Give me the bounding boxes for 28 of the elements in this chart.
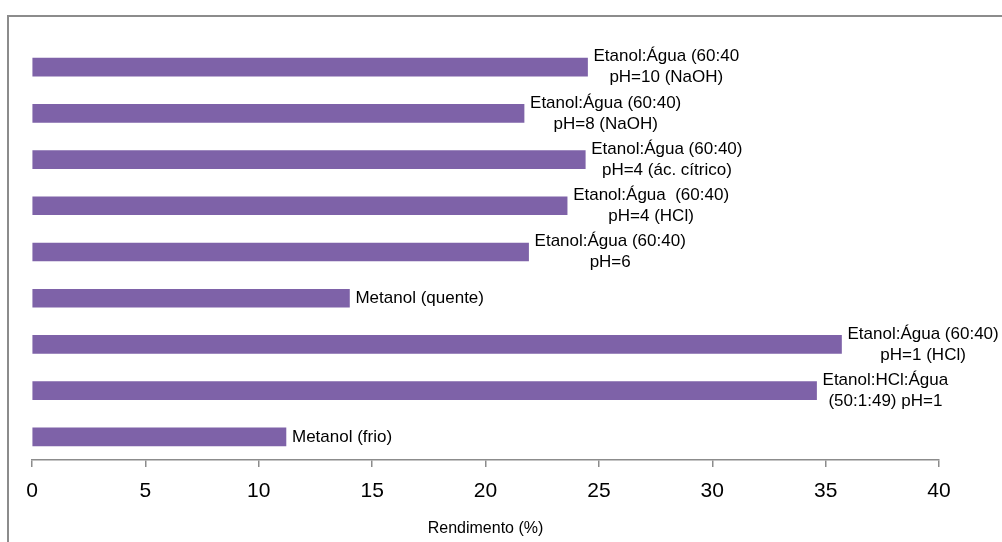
x-tick-label: 35 xyxy=(813,478,838,502)
x-tick-label: 10 xyxy=(247,478,271,502)
bar xyxy=(32,57,588,77)
x-tick-label: 20 xyxy=(473,478,498,502)
y-tick-label: Etanol:Água (60:40) pH=4 (ác. cítrico) xyxy=(591,138,743,179)
y-tick-label: Etanol:Água (60:40) pH=6 xyxy=(534,231,686,272)
y-tick-label: Metanol (frio) xyxy=(291,426,393,446)
y-tick-label: Etanol:Água (60:40) pH=8 (NaOH) xyxy=(530,92,682,133)
y-tick-label: Metanol (quente) xyxy=(355,287,484,307)
y-tick-label: Etanol:Água (60:40) pH=1 (HCl) xyxy=(847,323,999,364)
y-tick-label: Etanol:Água (60:40) pH=4 (HCl) xyxy=(573,184,730,225)
x-tick-label: 5 xyxy=(139,478,152,502)
y-tick-label: Etanol:Água (60:40 pH=10 (NaOH) xyxy=(593,46,740,87)
bar xyxy=(32,242,529,262)
bar xyxy=(32,196,568,216)
bar xyxy=(32,150,586,169)
x-tick-label: 25 xyxy=(587,478,611,502)
bar xyxy=(32,104,525,123)
y-tick-label: Etanol:HCl:Água (50:1:49) pH=1 xyxy=(822,369,949,410)
x-tick-label: 15 xyxy=(360,478,384,502)
x-axis-title: Rendimento (%) xyxy=(427,518,544,536)
bar xyxy=(32,381,817,400)
x-tick-label: 40 xyxy=(927,478,951,502)
bar xyxy=(32,427,287,447)
bar xyxy=(32,288,350,308)
x-tick-label: 0 xyxy=(26,478,38,502)
x-tick-label: 30 xyxy=(700,478,724,502)
bar xyxy=(32,335,842,354)
